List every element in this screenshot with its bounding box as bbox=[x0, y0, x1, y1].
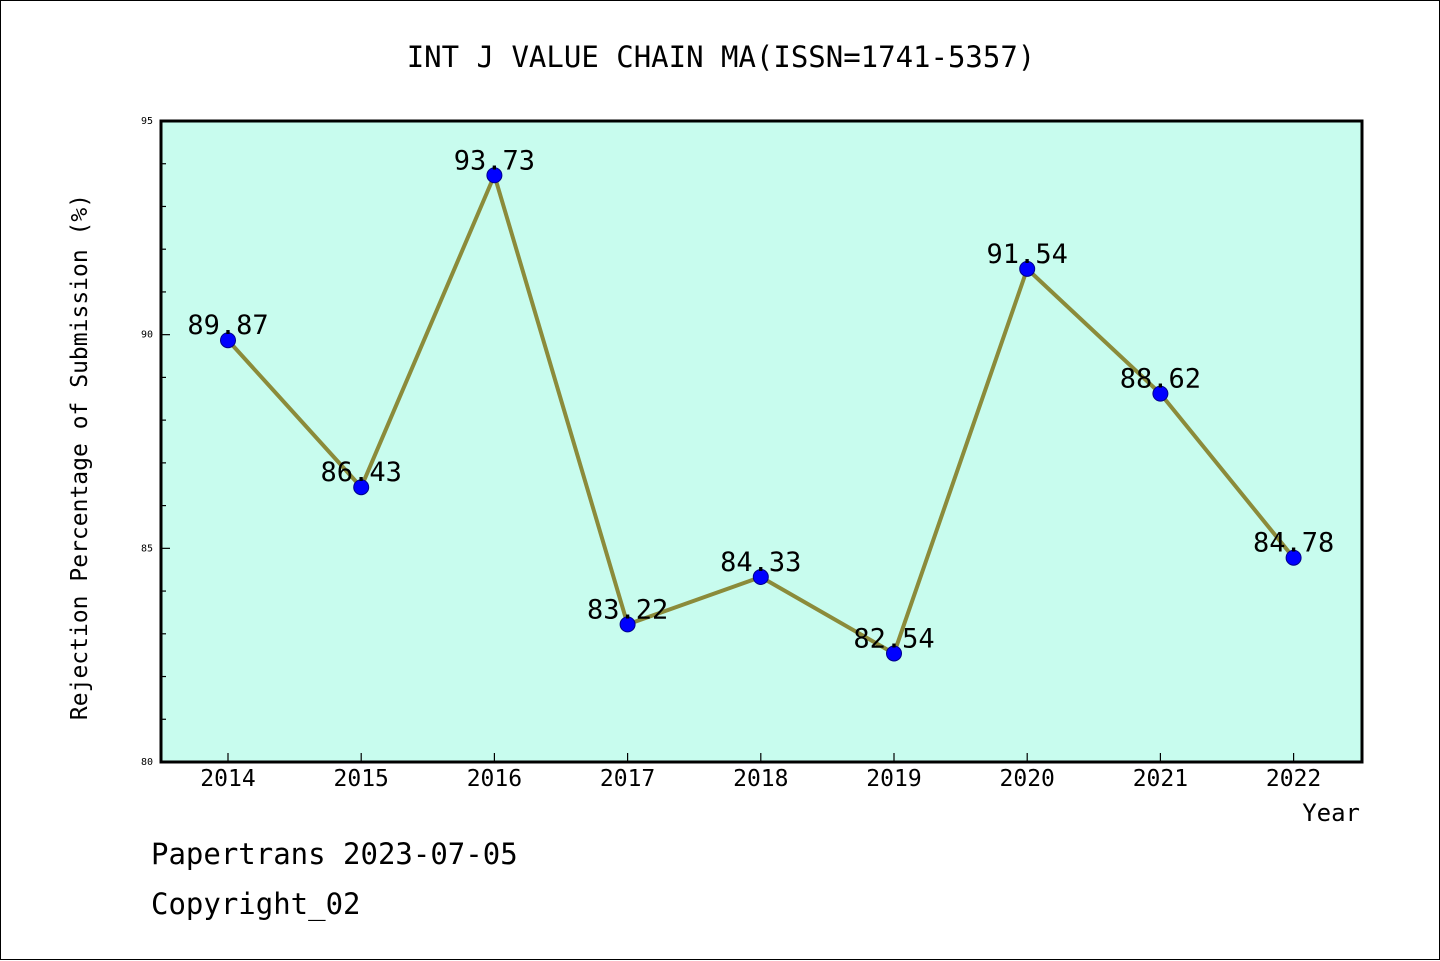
x-tick-label: 2016 bbox=[467, 766, 522, 792]
data-label: 88.62 bbox=[1120, 364, 1201, 395]
plot-border bbox=[159, 119, 1364, 764]
data-label: 82.54 bbox=[853, 623, 934, 654]
x-tick-label: 2019 bbox=[866, 766, 921, 792]
x-tick-label: 2015 bbox=[334, 766, 389, 792]
data-labels: 89.87 86.43 93.73 83.22 84.33 82.54 91.54 88.62… bbox=[187, 145, 1334, 654]
data-label: 93.73 bbox=[454, 145, 535, 176]
y-tick-label: 95 bbox=[141, 116, 153, 127]
plot-area bbox=[161, 121, 1362, 762]
x-tick-label: 2014 bbox=[200, 766, 255, 792]
data-point bbox=[1152, 385, 1169, 402]
chart-title: INT J VALUE CHAIN MA(ISSN=1741-5357) bbox=[407, 40, 1036, 74]
data-point bbox=[1019, 260, 1036, 277]
y-tick-label: 85 bbox=[141, 543, 153, 554]
data-label: 86.43 bbox=[321, 457, 402, 488]
data-point bbox=[619, 616, 636, 633]
data-point bbox=[886, 645, 902, 662]
data-point bbox=[1285, 549, 1302, 566]
x-axis-label: Year bbox=[1302, 799, 1360, 827]
data-label: 91.54 bbox=[987, 239, 1068, 270]
y-axis-label: Rejection Percentage of Submission (%) bbox=[67, 194, 93, 720]
x-tick-label: 2022 bbox=[1266, 766, 1321, 792]
data-label: 83.22 bbox=[587, 594, 668, 625]
x-tick-label: 2020 bbox=[1000, 766, 1055, 792]
x-tick-label: 2017 bbox=[600, 766, 655, 792]
data-label: 84.33 bbox=[720, 547, 801, 578]
x-tick-label: 2021 bbox=[1133, 766, 1188, 792]
data-point bbox=[353, 479, 370, 496]
x-tick-label: 2018 bbox=[733, 766, 788, 792]
data-label: 84.78 bbox=[1253, 528, 1334, 559]
data-point bbox=[220, 332, 236, 349]
series-markers bbox=[220, 167, 1302, 662]
x-axis: 2014 2015 2016 2017 2018 2019 2020 2021 2022 bbox=[200, 753, 1321, 792]
footer-copyright: Copyright_02 bbox=[151, 887, 361, 921]
data-label: 89.87 bbox=[187, 310, 268, 341]
y-tick-label: 90 bbox=[141, 330, 153, 341]
data-point bbox=[752, 568, 769, 585]
footer-date: Papertrans 2023-07-05 bbox=[151, 837, 518, 871]
y-tick-label: 80 bbox=[141, 757, 153, 768]
data-point bbox=[486, 167, 503, 184]
